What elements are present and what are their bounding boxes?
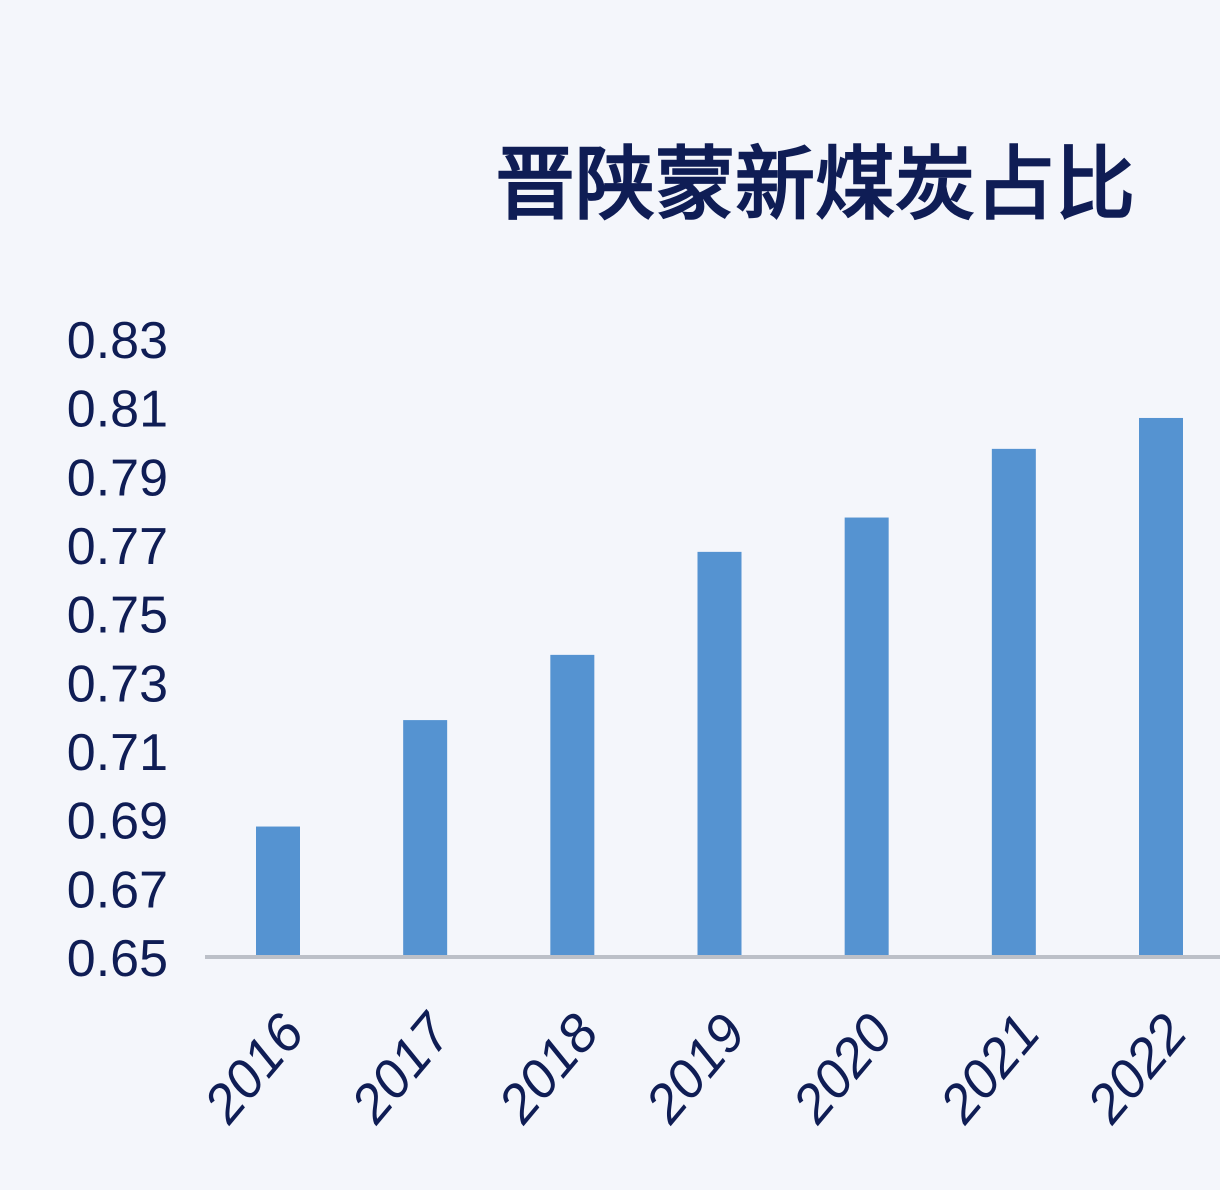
x-tick-label-2022: 2022 — [1075, 1003, 1199, 1134]
bar-2017 — [403, 720, 448, 957]
bar-2021 — [991, 448, 1036, 957]
chart-title: 晋陕蒙新煤炭占比 — [495, 138, 1135, 231]
y-tick-label: 0.79 — [67, 449, 168, 507]
x-tick-label-2019: 2019 — [633, 1003, 757, 1134]
y-tick-label: 0.83 — [67, 312, 168, 370]
y-tick-label: 0.73 — [67, 655, 168, 713]
bar-2020 — [844, 517, 889, 957]
y-tick-label: 0.65 — [67, 930, 168, 988]
y-tick-label: 0.81 — [67, 381, 168, 439]
x-tick-label-2017: 2017 — [339, 1002, 464, 1135]
y-tick-label: 0.71 — [67, 724, 168, 782]
x-tick-label-2016: 2016 — [192, 1002, 316, 1134]
y-tick-label: 0.77 — [67, 518, 168, 576]
bar-2019 — [697, 551, 742, 957]
y-tick-label: 0.67 — [67, 861, 168, 919]
bar-2016 — [256, 826, 300, 957]
x-tick-label-2020: 2020 — [781, 1003, 905, 1134]
y-axis-ticks: 0.83 0.81 0.79 0.77 0.75 0.73 0.71 0.69 0.67 0.65 — [67, 312, 168, 988]
y-tick-label: 0.75 — [67, 587, 168, 645]
bar-2022 — [1139, 417, 1183, 957]
x-axis-ticks: 2016 2017 2018 2019 2020 2021 2022 — [192, 1002, 1199, 1135]
x-tick-label-2018: 2018 — [486, 1003, 610, 1134]
bars — [256, 417, 1183, 957]
y-tick-label: 0.69 — [67, 793, 168, 851]
x-tick-label-2021: 2021 — [928, 1003, 1052, 1134]
bar-2018 — [550, 654, 595, 957]
